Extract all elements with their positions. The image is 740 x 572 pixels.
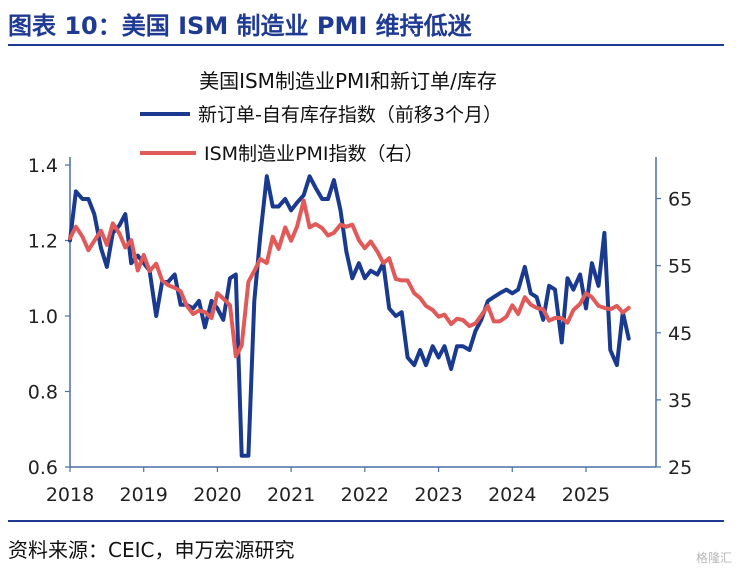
watermark-logo: 格隆汇 xyxy=(695,551,732,565)
legend-label-series-1: 新订单-自有库存指数（前移3个月） xyxy=(198,104,502,126)
y-right-tick-label: 65 xyxy=(668,189,692,211)
y-left-tick-label: 1.0 xyxy=(28,306,58,328)
legend: 新订单-自有库存指数（前移3个月） ISM制造业PMI指数（右） xyxy=(140,104,502,165)
y-right-tick-label: 25 xyxy=(668,457,692,479)
source-note: 资料来源：CEIC，申万宏源研究 xyxy=(8,538,295,562)
figure-header: 图表 10：美国 ISM 制造业 PMI 维持低迷 xyxy=(8,4,732,46)
x-tick-label: 2021 xyxy=(267,484,315,506)
chart-svg: 美国ISM制造业PMI和新订单/库存 新订单-自有库存指数（前移3个月） ISM… xyxy=(28,69,692,506)
header-divider xyxy=(8,44,724,46)
axes: 0.6 0.8 1.0 1.2 1.4 25 35 45 55 65 2018 2019 2020 202… xyxy=(28,155,692,506)
y-right-tick-label: 55 xyxy=(668,256,692,278)
x-tick-label: 2023 xyxy=(414,484,462,506)
y-left-tick-label: 1.4 xyxy=(28,155,58,177)
y-right-tick-label: 45 xyxy=(668,323,692,345)
y-left-tick-label: 0.8 xyxy=(28,382,58,404)
chart-area: 美国ISM制造业PMI和新订单/库存 新订单-自有库存指数（前移3个月） ISM… xyxy=(0,50,740,520)
legend-label-series-2: ISM制造业PMI指数（右） xyxy=(204,143,424,165)
y-left-tick-label: 1.2 xyxy=(28,231,58,253)
y-right-tick-label: 35 xyxy=(668,390,692,412)
series-line-ism-pmi xyxy=(68,198,631,359)
x-tick-label: 2025 xyxy=(562,484,610,506)
chart-title: 美国ISM制造业PMI和新订单/库存 xyxy=(199,69,497,93)
x-tick-label: 2018 xyxy=(46,484,94,506)
series-layer xyxy=(68,174,631,458)
x-tick-label: 2022 xyxy=(341,484,389,506)
figure-title: 图表 10：美国 ISM 制造业 PMI 维持低迷 xyxy=(8,12,472,40)
y-left-tick-label: 0.6 xyxy=(28,457,58,479)
x-tick-label: 2024 xyxy=(488,484,536,506)
x-tick-label: 2019 xyxy=(120,484,168,506)
x-tick-label: 2020 xyxy=(193,484,241,506)
footer-divider xyxy=(8,520,724,522)
